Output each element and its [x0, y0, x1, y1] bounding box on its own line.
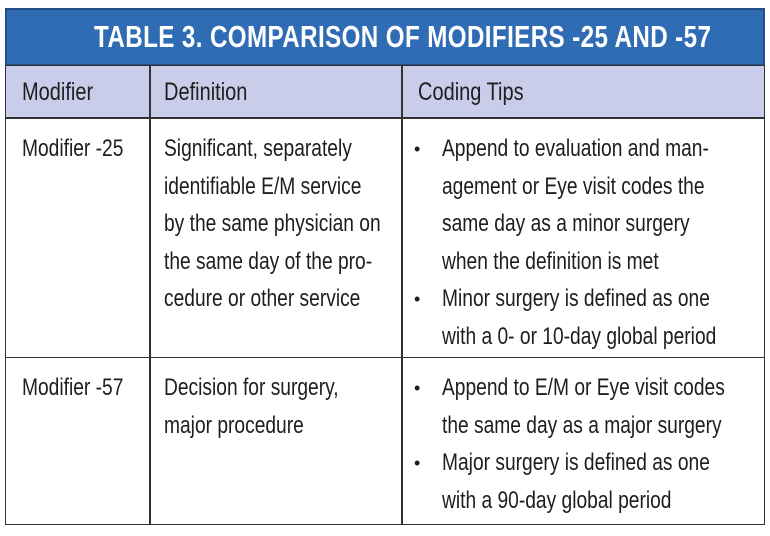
tip-line: same day as a minor surgery	[442, 210, 690, 237]
definition-line: Significant, separately	[164, 135, 352, 162]
tip-line: with a 0- or 10-day global period	[442, 322, 717, 350]
definition-line: Decision for surgery,	[164, 374, 339, 401]
bullet: •	[414, 289, 421, 309]
definition-line: identifiable E/M service	[164, 172, 362, 200]
tip-line: Append to evaluation and man-	[442, 135, 709, 162]
header-text: Coding Tips	[418, 78, 524, 106]
tip-line: agement or Eye visit codes the	[442, 172, 705, 200]
tip-line: when the definition is met	[442, 247, 659, 275]
tip-line: Append to E/M or Eye visit codes	[442, 374, 725, 401]
header-cell	[150, 65, 402, 118]
body-cell	[150, 357, 402, 525]
bullet: •	[414, 378, 421, 398]
bullet: •	[414, 139, 421, 159]
definition-line: the same day of the pro-	[164, 247, 373, 275]
tip-line: the same day as a major surgery	[442, 411, 722, 439]
tip-line: Minor surgery is defined as one	[442, 285, 710, 312]
header-text: Modifier	[22, 78, 94, 106]
bullet: •	[414, 453, 421, 473]
title-text: TABLE 3. COMPARISON OF MODIFIERS -25 AND…	[94, 19, 712, 54]
header-cell	[5, 65, 150, 118]
definition-line: major procedure	[164, 411, 304, 439]
header-text: Definition	[164, 78, 248, 106]
modifier-text: Modifier -57	[22, 374, 124, 401]
definition-line: cedure or other service	[164, 285, 361, 312]
table-title: TABLE 3. COMPARISON OF MODIFIERS -25 AND…	[5, 8, 765, 66]
body-cell	[5, 357, 150, 525]
tip-line: Major surgery is defined as one	[442, 449, 710, 476]
header-cell	[402, 65, 765, 118]
body-cell	[402, 357, 765, 525]
tip-line: with a 90-day global period	[442, 486, 672, 514]
modifier-text: Modifier -25	[22, 135, 124, 162]
definition-line: by the same physician on	[164, 210, 381, 237]
